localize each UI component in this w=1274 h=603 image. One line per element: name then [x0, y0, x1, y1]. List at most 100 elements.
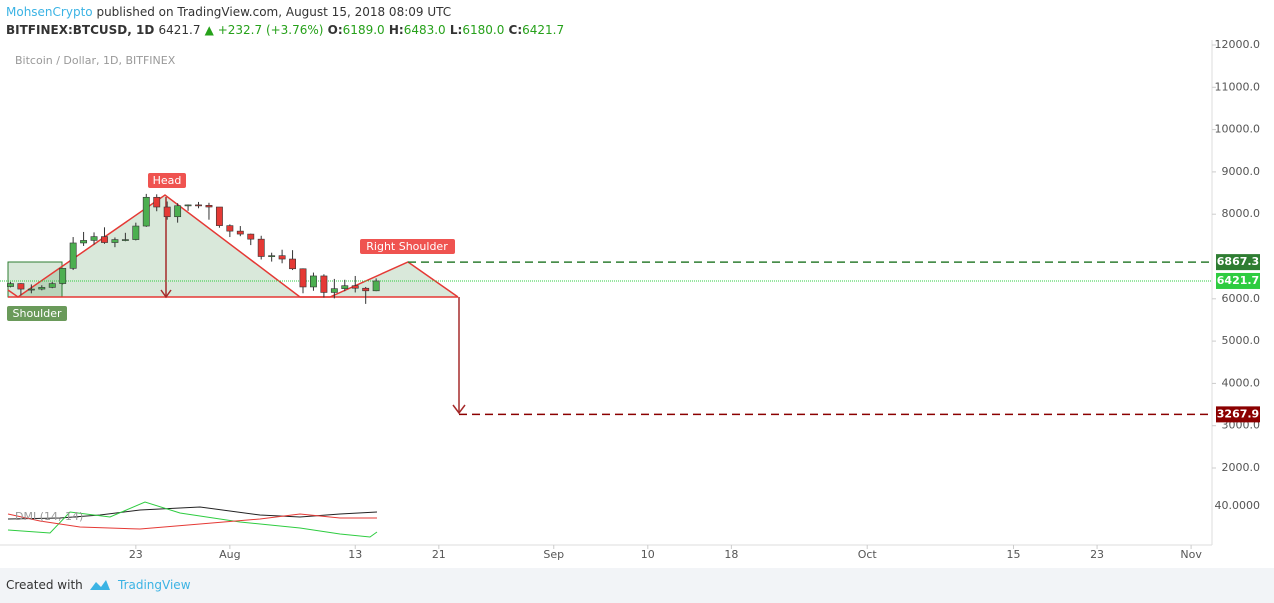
candle-body [80, 240, 88, 244]
h-value: 6483.0 [403, 23, 446, 37]
y-tick-label: 5000.0 [1222, 334, 1261, 347]
y-tick-label: 12000.0 [1215, 38, 1261, 51]
candle-body [132, 225, 140, 240]
candle-body [163, 206, 171, 218]
right-shoulder-box [360, 239, 455, 254]
x-tick-label: 21 [432, 548, 446, 561]
minus-di-line [7, 513, 377, 530]
candle-body [320, 275, 328, 293]
y-tick-label: 10000.0 [1215, 123, 1261, 136]
x-tick-label: 10 [641, 548, 655, 561]
candle-body [226, 225, 234, 232]
candle-body [195, 204, 202, 207]
plus-di-line [7, 501, 378, 538]
level-box [1216, 254, 1260, 271]
candle-body [111, 239, 119, 243]
head-arrow-tip [160, 289, 172, 299]
l-label: L: [449, 23, 463, 37]
c-label: C: [508, 23, 523, 37]
x-tick-label: 15 [1006, 548, 1020, 561]
candle-body [247, 233, 255, 240]
y-tick-label: 2000.0 [1222, 461, 1261, 474]
last: 6421.7 [158, 23, 201, 37]
x-tick-label: 13 [348, 548, 362, 561]
candle-body [310, 275, 317, 288]
brand[interactable]: TradingView [118, 578, 191, 592]
candle-body [27, 288, 35, 291]
candle-body [184, 204, 192, 207]
annotations: Head Right Shoulder Shoulder [7, 173, 455, 321]
candle-body [236, 230, 244, 235]
x-tick-label: 18 [724, 548, 738, 561]
y-tick-label: 11000.0 [1215, 80, 1261, 93]
head-area [18, 195, 300, 297]
indicator-name: DMI (14, 14) [15, 510, 83, 523]
x-tick-label: Oct [858, 548, 878, 561]
candle-body [7, 283, 14, 287]
chart: Head Right Shoulder Shoulder Bitcoin / D… [0, 38, 1261, 561]
candle-body [341, 285, 349, 289]
shoulder-box [7, 306, 67, 321]
candle-body [17, 283, 25, 290]
created-with: Created with [6, 578, 83, 592]
candle-body [174, 205, 182, 218]
indicator-tick: 40.0000 [1215, 499, 1261, 512]
candle-body [205, 205, 213, 208]
candle-body [215, 206, 223, 226]
level-label: 6421.7 [1217, 274, 1259, 287]
candle-body [362, 287, 370, 292]
head-box [148, 173, 186, 188]
candle-body [278, 255, 286, 260]
candle-body [59, 268, 67, 284]
candle-body [299, 268, 307, 288]
x-tick-label: 23 [1090, 548, 1104, 561]
candle-body [69, 242, 77, 269]
y-tick-label: 4000.0 [1222, 376, 1261, 389]
x-tick-label: Aug [219, 548, 240, 561]
x-tick-label: 23 [129, 548, 143, 561]
symbol: BITFINEX:BTCUSD, 1D [6, 23, 155, 37]
level-box [1216, 406, 1260, 423]
candle-body [257, 238, 265, 257]
candle-body [48, 283, 56, 288]
dmi: DMI (14, 14) 40.0000 [7, 499, 1261, 538]
l-value: 6180.0 [462, 23, 505, 37]
candle-body [38, 287, 46, 290]
adx-line [7, 506, 378, 520]
level-label: 3267.9 [1217, 407, 1259, 420]
footer: Created with TradingView [0, 568, 1274, 603]
candle-body [121, 239, 129, 241]
x-tick-label: Nov [1180, 548, 1202, 561]
c-value: 6421.7 [522, 23, 565, 37]
candle-body [153, 196, 161, 208]
candle-body [142, 196, 150, 227]
published: published on TradingView.com, August 15,… [96, 5, 452, 19]
target-arrow-tip [452, 404, 466, 415]
h-label: H: [388, 23, 404, 37]
pattern [7, 194, 466, 415]
o-value: 6189.0 [342, 23, 385, 37]
chart-title: Bitcoin / Dollar, 1D, BITFINEX [15, 54, 176, 67]
level-label: 6867.3 [1217, 255, 1259, 268]
right-shoulder-label: Right Shoulder [366, 240, 448, 253]
y-tick-label: 8000.0 [1222, 207, 1261, 220]
y-tick-label: 9000.0 [1222, 165, 1261, 178]
candle-body [330, 288, 338, 293]
change: ▲ +232.7 (+3.76%) [204, 23, 324, 37]
y-tick-label: 6000.0 [1222, 292, 1261, 305]
x-tick-label: Sep [543, 548, 564, 561]
author[interactable]: MohsenCrypto [6, 5, 93, 19]
header: MohsenCrypto published on TradingView.co… [6, 3, 564, 39]
candle-body [90, 236, 98, 241]
candle-body [351, 285, 359, 289]
candle-body [268, 255, 276, 257]
head-label: Head [153, 174, 182, 187]
right-shoulder-area [330, 262, 458, 297]
level-box [1216, 272, 1260, 289]
o-label: O: [327, 23, 343, 37]
logo [90, 580, 110, 590]
candle-body [372, 280, 380, 292]
shoulder-label: Shoulder [13, 307, 62, 320]
candle-body [289, 258, 296, 270]
